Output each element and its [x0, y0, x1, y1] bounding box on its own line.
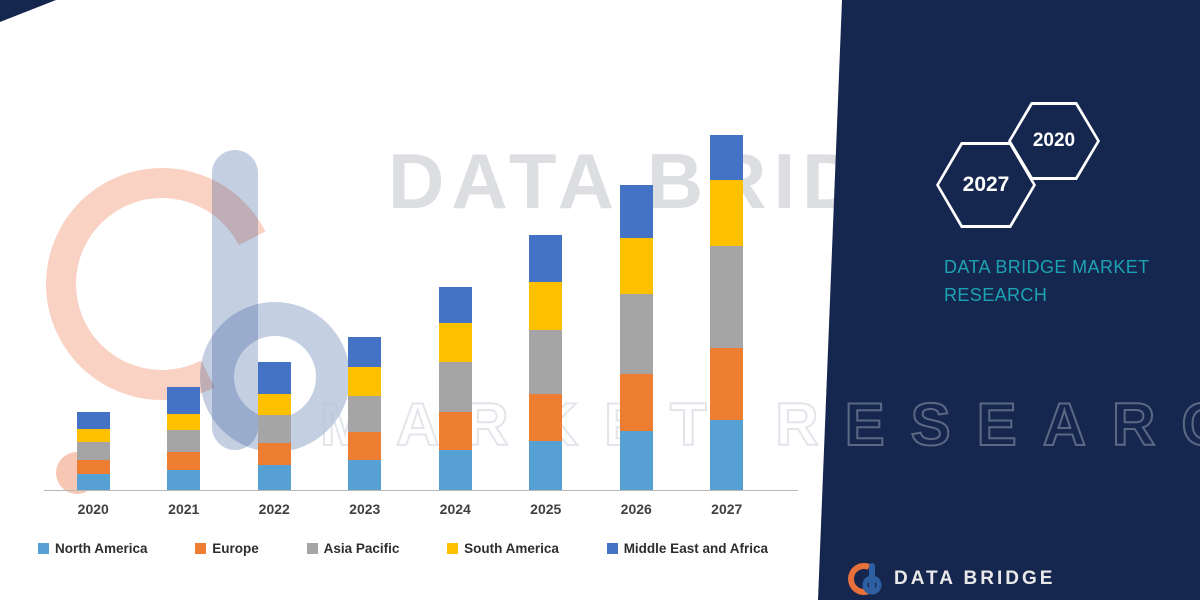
hexagon-year-label: 2020 — [1032, 130, 1076, 151]
legend-swatch — [38, 543, 49, 554]
bar-segment — [710, 246, 744, 348]
hexagon-year-label: 2027 — [962, 173, 1010, 196]
bar-column-2022 — [229, 362, 320, 490]
bar-segment — [348, 396, 382, 432]
bar-segment — [76, 474, 110, 490]
legend-item: Asia Pacific — [306, 541, 400, 556]
hexagon-fill — [1011, 105, 1097, 177]
legend-label: North America — [55, 541, 148, 556]
year-label: 2021 — [168, 501, 200, 517]
bar-segment — [529, 441, 563, 490]
chart-bars — [48, 130, 772, 490]
bar-segment — [438, 287, 472, 323]
bar-segment — [257, 465, 291, 490]
bar-segment — [438, 412, 472, 450]
bar-segment — [529, 330, 563, 394]
legend-item: Europe — [195, 541, 259, 556]
bar-segment — [257, 362, 291, 394]
legend-label: Europe — [212, 541, 259, 556]
bar-column-2023 — [320, 337, 411, 490]
bar-segment — [76, 460, 110, 474]
bar-column-2024 — [410, 287, 501, 490]
year-label: 2026 — [620, 501, 652, 517]
legend-item: North America — [38, 541, 148, 556]
legend-item: Middle East and Africa — [606, 541, 768, 556]
year-label: 2022 — [258, 501, 290, 517]
bar-segment — [167, 430, 201, 452]
bar-stack — [619, 185, 653, 490]
bar-segment — [348, 460, 382, 490]
legend-swatch — [306, 543, 318, 554]
legend-item: South America — [447, 541, 559, 556]
bar-segment — [619, 185, 653, 238]
bar-segment — [619, 294, 653, 374]
bar-segment — [257, 415, 291, 443]
bar-column-2026 — [591, 185, 682, 490]
legend-swatch — [195, 543, 207, 554]
bar-stack — [76, 412, 110, 490]
bar-stack — [710, 135, 744, 490]
chart-legend: North America Europe Asia Pacific South Ame… — [38, 541, 768, 556]
bar-segment — [438, 362, 472, 412]
year-label: 2024 — [439, 501, 471, 517]
x-axis-labels: 2020 2021 2022 2023 2024 2025 2026 2027 — [48, 501, 772, 517]
bar-segment — [529, 282, 563, 330]
bar-segment — [76, 429, 110, 442]
bar-segment — [167, 387, 201, 414]
bar-segment — [167, 452, 201, 470]
bar-segment — [167, 470, 201, 490]
bar-segment — [529, 235, 563, 282]
bar-segment — [710, 420, 744, 490]
hexagon-outline: 2027 — [936, 142, 1036, 228]
footer-brand-text: DATA BRIDGE — [894, 568, 1056, 589]
bar-segment — [167, 414, 201, 430]
legend-swatch — [606, 543, 618, 554]
bar-stack — [529, 235, 563, 490]
year-label: 2025 — [530, 501, 562, 517]
corner-accent-triangle — [0, 0, 56, 22]
bar-stack — [438, 287, 472, 490]
bar-segment — [619, 238, 653, 294]
year-label: 2020 — [77, 501, 109, 517]
bar-stack — [167, 387, 201, 490]
bar-segment — [529, 394, 563, 441]
bar-segment — [710, 135, 744, 180]
bar-column-2020 — [48, 412, 139, 490]
hexagon-badge-2020: 2020 — [1008, 102, 1100, 180]
hexagon-badge-2027: 2027 — [936, 142, 1036, 228]
bar-segment — [348, 337, 382, 367]
year-label: 2027 — [711, 501, 743, 517]
bar-segment — [76, 442, 110, 460]
bar-segment — [619, 374, 653, 431]
legend-label: Middle East and Africa — [623, 541, 768, 556]
x-axis-line — [44, 490, 798, 491]
hexagon-outline: 2020 — [1008, 102, 1100, 180]
panel-title: DATA BRIDGE MARKET RESEARCH — [944, 257, 1150, 305]
bar-segment — [348, 432, 382, 460]
bar-column-2025 — [501, 235, 592, 490]
year-label: 2023 — [349, 501, 381, 517]
bar-segment — [619, 431, 653, 490]
bar-column-2021 — [139, 387, 230, 490]
bar-segment — [438, 450, 472, 490]
footer-logo-icon — [842, 558, 884, 600]
legend-label: South America — [464, 541, 559, 556]
bar-segment — [76, 412, 110, 429]
bar-segment — [257, 443, 291, 465]
hexagon-fill — [939, 145, 1033, 225]
legend-swatch — [447, 543, 459, 554]
bar-stack — [348, 337, 382, 490]
bar-segment — [710, 180, 744, 246]
bar-segment — [348, 367, 382, 396]
legend-label: Asia Pacific — [323, 541, 400, 556]
bar-segment — [710, 348, 744, 420]
bar-segment — [438, 323, 472, 362]
bar-column-2027 — [682, 135, 773, 490]
bar-stack — [257, 362, 291, 490]
bar-segment — [257, 394, 291, 415]
